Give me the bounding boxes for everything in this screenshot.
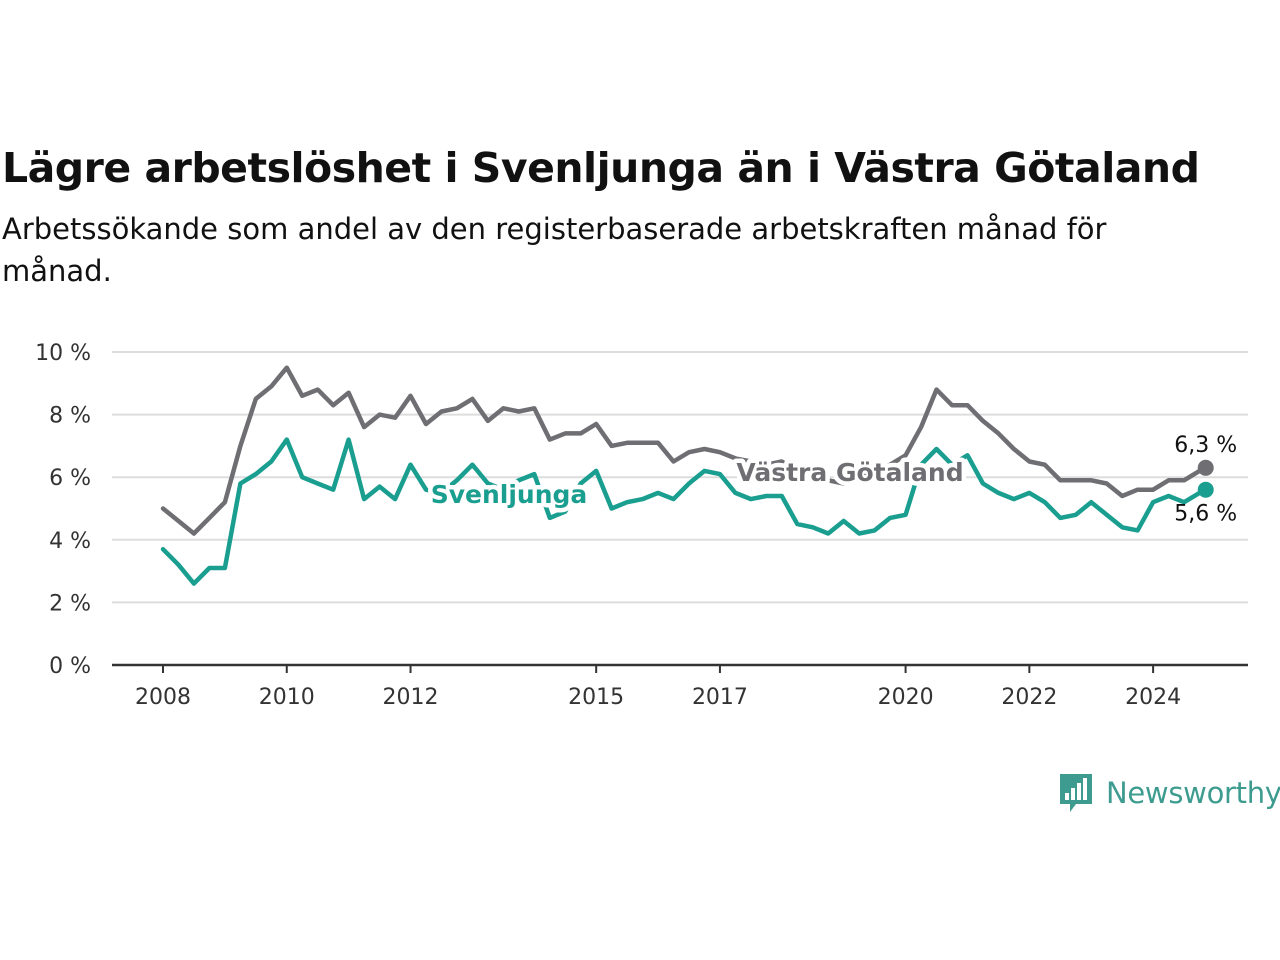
x-tick-label: 2024 <box>1125 685 1181 710</box>
end-label-vastra-gotaland: 6,3 % <box>1174 433 1237 458</box>
y-axis-ticks: 0 % 2 % 4 % 6 % 8 % 10 % <box>35 341 91 679</box>
series-labels: 6,3 % 5,6 % Västra Götaland Svenljunga <box>426 433 1237 527</box>
brand-name: Newsworthy <box>1106 776 1280 810</box>
end-marker-svenljunga <box>1197 481 1214 498</box>
grid-lines <box>112 351 1248 667</box>
chart-title: Lägre arbetslöshet i Svenljunga än i Väs… <box>2 144 1200 192</box>
y-tick-label: 4 % <box>49 529 91 554</box>
series-line-svenljunga <box>160 437 1208 586</box>
x-tick-label: 2012 <box>383 685 439 710</box>
end-marker-vastra-gotaland <box>1197 459 1214 476</box>
x-tick-label: 2008 <box>135 685 191 710</box>
series-lines <box>160 365 1214 586</box>
x-tick-label: 2020 <box>878 685 934 710</box>
series-label-vastra-gotaland: Västra Götaland <box>736 458 963 487</box>
y-tick-label: 0 % <box>49 654 91 679</box>
y-tick-label: 10 % <box>35 341 91 366</box>
series-line-vastra-gotaland <box>160 365 1208 536</box>
end-label-svenljunga: 5,6 % <box>1174 502 1237 527</box>
newsworthy-logo[interactable]: Newsworthy <box>1058 772 1280 814</box>
newsworthy-logo-icon <box>1060 774 1092 812</box>
x-tick-label: 2022 <box>1001 685 1057 710</box>
y-tick-label: 2 % <box>49 591 91 616</box>
chart-subtitle: Arbetssökande som andel av den registerb… <box>2 212 1107 288</box>
x-axis-ticks: 2008 2010 2012 2015 2017 2020 2022 2024 <box>135 665 1181 710</box>
x-tick-label: 2015 <box>568 685 624 710</box>
x-tick-label: 2010 <box>259 685 315 710</box>
x-tick-label: 2017 <box>692 685 748 710</box>
y-tick-label: 8 % <box>49 404 91 429</box>
series-label-svenljunga: Svenljunga <box>431 480 588 509</box>
y-tick-label: 6 % <box>49 466 91 491</box>
